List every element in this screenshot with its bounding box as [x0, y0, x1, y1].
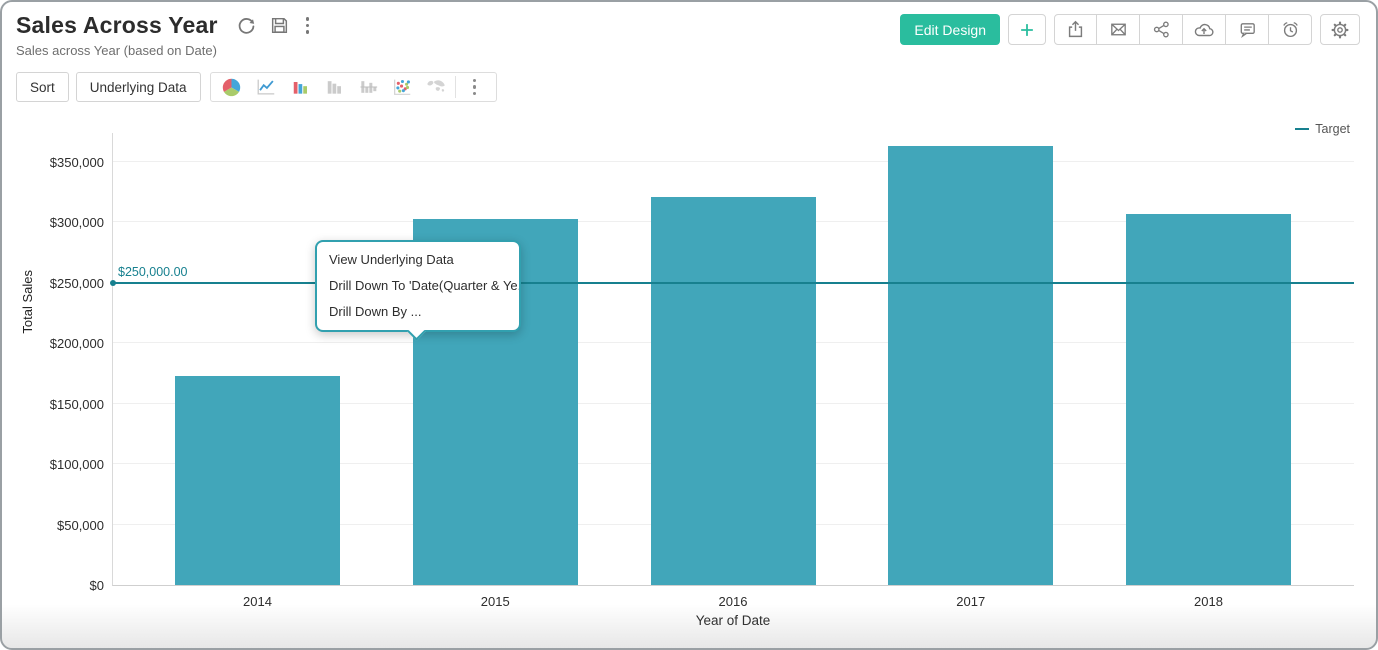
y-tick-label: $250,000 [49, 275, 104, 291]
page-subtitle: Sales across Year (based on Date) [16, 43, 217, 58]
sort-button[interactable]: Sort [16, 72, 69, 102]
y-tick-label: $300,000 [49, 215, 104, 231]
y-tick-label: $200,000 [49, 336, 104, 352]
add-icon[interactable] [1008, 14, 1046, 45]
target-value-label: $250,000.00 [118, 264, 188, 279]
x-tick-label: 2018 [1194, 594, 1223, 609]
bar-chart-icon[interactable] [283, 73, 317, 101]
bar-2016[interactable] [650, 197, 816, 585]
refresh-icon[interactable] [234, 13, 259, 38]
share-actions-group [1054, 14, 1312, 45]
x-tick-label: 2016 [718, 594, 748, 609]
y-axis-title: Total Sales [20, 270, 35, 334]
chart-toolbar: Sort Underlying Data [16, 72, 497, 102]
chart-type-more-icon[interactable] [458, 73, 492, 101]
page-title: Sales Across Year [16, 12, 218, 38]
title-more-options-icon[interactable] [300, 17, 316, 34]
bar-2014[interactable] [175, 375, 340, 585]
gridline [113, 161, 1354, 162]
bar-2017[interactable] [888, 146, 1054, 585]
target-line[interactable]: $250,000.00 [110, 265, 1354, 286]
underlying-data-button[interactable]: Underlying Data [75, 72, 201, 102]
pie-chart-icon[interactable] [215, 73, 249, 101]
butterfly-bar-gray-icon[interactable] [351, 73, 385, 101]
menu-item-drill-down-to[interactable]: Drill Down To 'Date(Quarter & Ye... [329, 278, 519, 293]
y-tick-label: $350,000 [49, 155, 104, 170]
legend[interactable]: Target [1295, 122, 1350, 136]
line-chart-icon[interactable] [249, 73, 283, 101]
scatter-plot-icon[interactable] [385, 73, 419, 101]
menu-item-drill-down-by[interactable]: Drill Down By ... [329, 304, 422, 319]
target-legend-label: Target [1315, 122, 1350, 136]
cloud-upload-icon[interactable] [1183, 14, 1226, 45]
target-dot [110, 279, 116, 286]
menu-item-view-underlying-data[interactable]: View Underlying Data [329, 252, 454, 267]
header: Sales Across Year Sales across Year (bas… [16, 12, 1360, 58]
bar-chart-plot: $250,000.00 $0 $50,000 $100,000 $150,000 $20… [50, 133, 1354, 609]
divider [454, 76, 456, 98]
save-icon[interactable] [267, 13, 292, 38]
y-tick-label: $0 [89, 578, 104, 593]
x-tick-label: 2015 [480, 594, 510, 609]
x-axis-title: Year of Date [695, 613, 771, 628]
x-tick-label: 2014 [243, 594, 272, 609]
settings-icon[interactable] [1320, 14, 1360, 45]
target-legend-swatch [1295, 127, 1310, 131]
bar-2018[interactable] [1126, 213, 1291, 585]
title-block: Sales Across Year Sales across Year (bas… [16, 12, 315, 58]
comment-icon[interactable] [1226, 14, 1269, 45]
edit-design-button[interactable]: Edit Design [900, 14, 1000, 45]
email-icon[interactable] [1097, 14, 1140, 45]
y-tick-label: $100,000 [49, 457, 104, 473]
map-chart-gray-icon[interactable] [419, 73, 453, 101]
y-tick-label: $50,000 [57, 517, 104, 533]
context-menu: View Underlying Data Drill Down To 'Date… [315, 240, 521, 341]
header-actions: Edit Design [900, 14, 1360, 45]
export-icon[interactable] [1054, 14, 1097, 45]
share-icon[interactable] [1140, 14, 1183, 45]
y-tick-label: $150,000 [49, 396, 104, 412]
column-chart-gray-icon[interactable] [317, 73, 351, 101]
chart-type-switcher [209, 72, 497, 102]
alarm-icon[interactable] [1269, 14, 1312, 45]
x-tick-label: 2017 [956, 594, 986, 609]
